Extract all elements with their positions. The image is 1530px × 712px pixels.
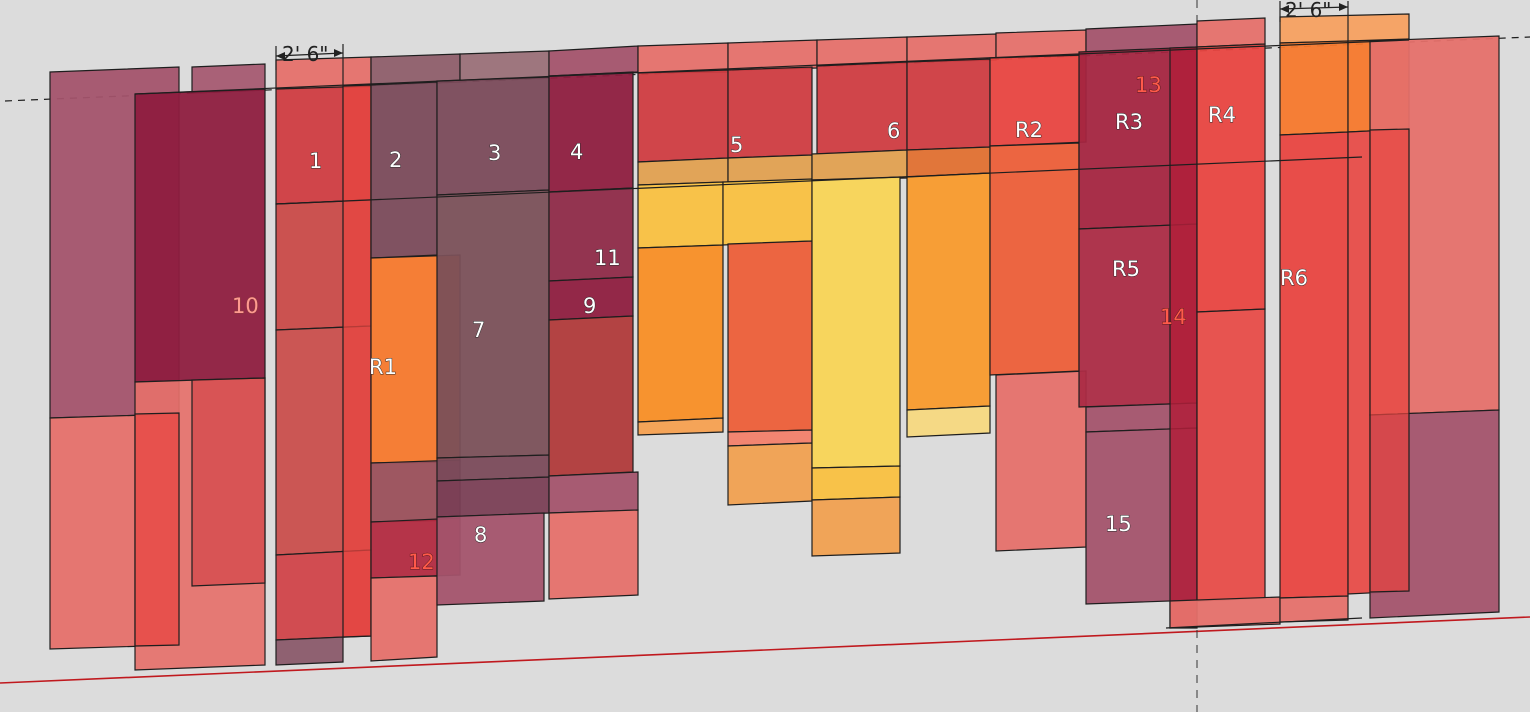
label-3: 3 <box>488 141 501 165</box>
panel-R4[interactable] <box>1196 43 1266 313</box>
dimension-right-text: 2' 6" <box>1285 0 1332 22</box>
label-5: 5 <box>730 133 743 157</box>
label-15: 15 <box>1105 512 1132 536</box>
label-11: 11 <box>594 246 621 270</box>
panel-6b-low[interactable] <box>906 405 991 438</box>
header-line-b <box>134 39 1410 95</box>
panel-5-band[interactable] <box>637 157 729 186</box>
panel-R6-orange[interactable] <box>1279 40 1349 136</box>
panel-3-upper[interactable] <box>436 76 550 196</box>
label-12: 12 <box>408 550 435 574</box>
label-2: 2 <box>389 148 402 172</box>
panel-6-yellow[interactable] <box>811 176 901 469</box>
panel-5-yellow[interactable] <box>637 181 724 249</box>
panel-5-mid[interactable] <box>637 244 724 423</box>
panel-5-low[interactable] <box>637 417 724 436</box>
ground-axis-line <box>0 616 1530 684</box>
panel-14[interactable] <box>1169 46 1198 629</box>
ground-edge-line <box>1165 617 1363 629</box>
panel-R1-strip[interactable] <box>342 84 372 638</box>
panel-4-lower[interactable] <box>548 315 634 477</box>
label-6: 6 <box>887 119 900 143</box>
label-14: 14 <box>1160 305 1187 329</box>
panel-R4-top[interactable] <box>1196 17 1266 48</box>
label-10: 10 <box>232 294 259 318</box>
panel-R4-lower[interactable] <box>1196 308 1266 602</box>
panel-4-base-b[interactable] <box>548 509 639 600</box>
label-R1: R1 <box>369 355 397 379</box>
label-R5: R5 <box>1112 257 1140 281</box>
label-4: 4 <box>570 140 583 164</box>
label-7: 7 <box>472 318 485 342</box>
label-R4: R4 <box>1208 103 1236 127</box>
panel-5b-yellow[interactable] <box>722 178 813 246</box>
label-13: 13 <box>1135 73 1162 97</box>
panel-5-top[interactable] <box>637 42 729 74</box>
label-R3: R3 <box>1115 110 1143 134</box>
panel-far-right-inner[interactable] <box>1369 128 1410 593</box>
panel-R2-lower[interactable] <box>995 370 1087 552</box>
panel-R4-base[interactable] <box>1169 596 1281 629</box>
panel-6-low[interactable] <box>811 465 901 501</box>
label-R6: R6 <box>1280 266 1308 290</box>
panel-6-band[interactable] <box>811 149 908 181</box>
panel-8[interactable] <box>436 512 545 606</box>
panel-4-base-a[interactable] <box>548 471 639 514</box>
panel-4[interactable] <box>548 71 634 193</box>
panel-1-base[interactable] <box>275 636 344 666</box>
panel-6b-band[interactable] <box>906 146 991 178</box>
panel-7[interactable] <box>436 189 550 459</box>
label-1: 1 <box>309 149 322 173</box>
panel-10-inner-mid[interactable] <box>191 377 266 587</box>
dimension-right[interactable]: 2' 6" <box>1279 0 1349 44</box>
panel-2-bottom[interactable] <box>370 575 438 662</box>
panel-5b-band[interactable] <box>727 154 813 183</box>
header-line-a <box>275 156 1363 205</box>
panel-10-upper[interactable] <box>134 88 266 383</box>
panel-6b-amber[interactable] <box>906 172 991 411</box>
label-9: 9 <box>583 294 596 318</box>
panel-5-upper[interactable] <box>637 69 729 163</box>
panel-10-inner-red[interactable] <box>134 412 180 647</box>
panel-R6-base[interactable] <box>1279 595 1349 623</box>
panel-6-base[interactable] <box>811 496 901 557</box>
panel-6b-upper[interactable] <box>906 58 991 151</box>
panel-R6[interactable] <box>1279 131 1349 599</box>
panel-2-upper[interactable] <box>370 81 438 259</box>
panel-R2-mid[interactable] <box>989 142 1080 376</box>
label-8: 8 <box>474 523 487 547</box>
dimension-left-text: 2' 6" <box>282 42 329 66</box>
panel-4-top[interactable] <box>548 45 639 77</box>
panel-8-top[interactable] <box>436 476 550 518</box>
label-R2: R2 <box>1015 118 1043 142</box>
panel-5b-mid[interactable] <box>727 240 813 433</box>
dimension-left[interactable]: 2' 6" <box>275 42 344 86</box>
panel-5b-base[interactable] <box>727 442 813 506</box>
